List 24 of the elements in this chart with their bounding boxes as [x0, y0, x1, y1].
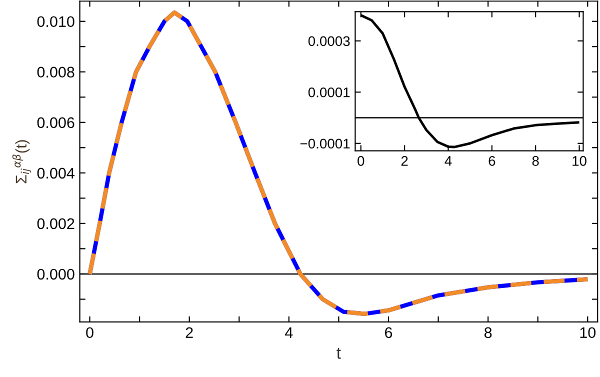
y-tick-label: 0.010	[37, 16, 74, 28]
y-tick-label: −0.0001	[300, 138, 350, 149]
y-axis-title: Σ$_{ij}$$^{αβ}$(t)	[12, 140, 32, 184]
x-tick-label: 6	[488, 156, 496, 166]
x-tick-label: 8	[484, 327, 492, 338]
line-series	[88, 10, 590, 316]
x-tick-label: 10	[580, 327, 596, 338]
x-tick-label: 8	[532, 156, 539, 166]
x-tick-label: 10	[572, 156, 586, 166]
x-tick-label: 0	[358, 156, 364, 166]
y-tick-label: 0.004	[37, 168, 74, 179]
x-tick-label: 4	[285, 327, 293, 338]
y-tick-label: 0.002	[37, 218, 74, 230]
y-tick-label: 0.000	[37, 268, 74, 280]
y-tick-label: 0.006	[37, 117, 74, 128]
y-tick-label: 0.0003	[308, 36, 350, 46]
y-tick-label: 0.0001	[308, 87, 350, 98]
x-tick-label: 6	[385, 327, 392, 338]
x-tick-label: 2	[186, 327, 193, 338]
y-tick-label: 0.008	[37, 66, 74, 78]
x-tick-label: 0	[86, 327, 94, 338]
x-tick-label: 4	[444, 156, 452, 166]
x-axis-title: t	[336, 348, 341, 359]
x-tick-label: 2	[401, 156, 408, 166]
